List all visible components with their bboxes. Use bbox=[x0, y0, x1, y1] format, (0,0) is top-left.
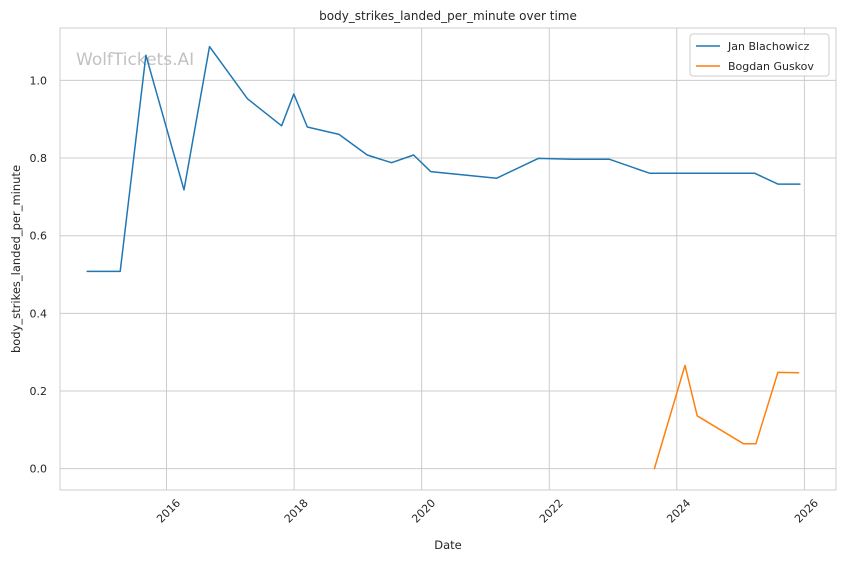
x-tick-label: 2022 bbox=[537, 497, 566, 526]
x-tick-label: 2016 bbox=[154, 497, 183, 526]
plot-area-frame bbox=[59, 27, 837, 491]
x-tick-label: 2018 bbox=[282, 497, 311, 526]
y-tick-label: 0.6 bbox=[30, 230, 48, 243]
axis-ticks: 2016 2018 2020 2022 2024 2026 0.0 0.2 0.4 0.6 0.8 1… bbox=[30, 74, 822, 525]
y-tick-label: 0.2 bbox=[30, 385, 48, 398]
y-tick-label: 0.4 bbox=[30, 307, 48, 320]
chart-title: body_strikes_landed_per_minute over time bbox=[319, 9, 577, 23]
y-axis-label: body_strikes_landed_per_minute bbox=[9, 165, 23, 353]
x-axis-label: Date bbox=[434, 538, 462, 552]
grid-lines bbox=[60, 28, 836, 490]
y-tick-label: 0.0 bbox=[30, 463, 48, 476]
series-lines bbox=[86, 45, 801, 470]
legend: Jan Blachowicz Bogdan Guskov bbox=[689, 33, 830, 77]
legend-box bbox=[689, 33, 830, 77]
legend-label: Jan Blachowicz bbox=[727, 40, 810, 53]
legend-label: Bogdan Guskov bbox=[728, 60, 814, 73]
x-tick-label: 2020 bbox=[409, 497, 438, 526]
y-tick-label: 1.0 bbox=[30, 74, 48, 87]
watermark-text: WolfTickets.AI bbox=[76, 50, 194, 70]
series-line-2 bbox=[653, 364, 800, 470]
x-tick-label: 2024 bbox=[664, 497, 693, 526]
x-tick-label: 2026 bbox=[792, 497, 821, 526]
y-tick-label: 0.8 bbox=[30, 152, 48, 165]
series-line-1 bbox=[86, 45, 801, 273]
